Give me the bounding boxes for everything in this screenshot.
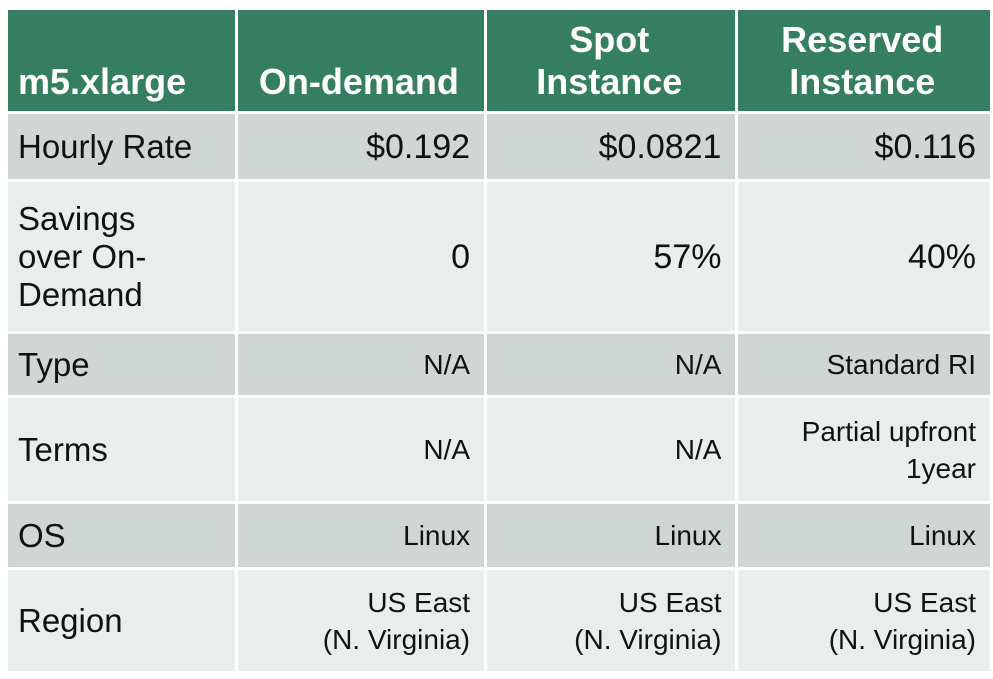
cell-on-demand: 0 [234,179,488,334]
pricing-table-container: m5.xlarge On-demand Spot Instance Reserv… [5,7,993,674]
cell-reserved: Partial upfront 1year [735,395,993,504]
cell-reserved: US East (N. Virginia) [735,567,993,674]
row-label: Region [5,567,238,674]
cell-spot: N/A [484,331,739,398]
row-savings: Savings over On- Demand 0 57% 40% [5,179,993,334]
cell-spot: N/A [484,395,739,504]
header-instance-type: m5.xlarge [5,7,238,114]
row-label: OS [5,501,238,570]
row-label: Terms [5,395,238,504]
row-label: Hourly Rate [5,111,238,182]
cell-on-demand: US East (N. Virginia) [234,567,488,674]
header-spot-instance: Spot Instance [484,7,739,114]
row-hourly-rate: Hourly Rate $0.192 $0.0821 $0.116 [5,111,993,182]
row-terms: Terms N/A N/A Partial upfront 1year [5,395,993,504]
row-label: Savings over On- Demand [5,179,238,334]
header-on-demand: On-demand [234,7,488,114]
pricing-comparison-table: m5.xlarge On-demand Spot Instance Reserv… [5,7,993,674]
cell-on-demand: Linux [234,501,488,570]
cell-spot: Linux [484,501,739,570]
cell-spot: US East (N. Virginia) [484,567,739,674]
cell-reserved: $0.116 [735,111,993,182]
cell-reserved: 40% [735,179,993,334]
cell-reserved: Standard RI [735,331,993,398]
row-label: Type [5,331,238,398]
cell-spot: $0.0821 [484,111,739,182]
header-row: m5.xlarge On-demand Spot Instance Reserv… [5,7,993,114]
cell-on-demand: N/A [234,395,488,504]
cell-reserved: Linux [735,501,993,570]
row-region: Region US East (N. Virginia) US East (N.… [5,567,993,674]
row-os: OS Linux Linux Linux [5,501,993,570]
row-type: Type N/A N/A Standard RI [5,331,993,398]
cell-on-demand: $0.192 [234,111,488,182]
header-reserved-instance: Reserved Instance [735,7,993,114]
cell-spot: 57% [484,179,739,334]
cell-on-demand: N/A [234,331,488,398]
